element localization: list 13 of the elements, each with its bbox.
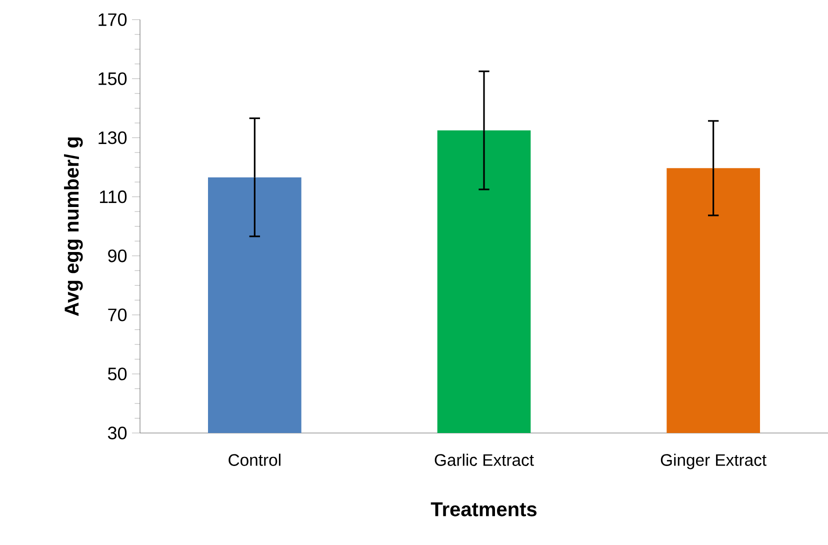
y-tick-label: 150 — [98, 72, 127, 86]
y-tick-label: 110 — [100, 190, 127, 204]
x-tick-label: Ginger Extract — [660, 454, 766, 470]
x-tick-label: Garlic Extract — [434, 454, 534, 466]
x-axis-title: Treatments — [430, 502, 537, 516]
y-tick-label: 130 — [98, 131, 127, 144]
y-tick-label: 170 — [98, 13, 127, 26]
y-tick-label: 50 — [108, 368, 127, 380]
y-axis-title: Avg egg number/ g — [64, 137, 83, 316]
y-tick-label: 70 — [108, 308, 127, 322]
x-tick-label: Control — [228, 454, 280, 466]
y-tick-label: 30 — [108, 426, 127, 440]
y-tick-label: 90 — [108, 249, 127, 262]
